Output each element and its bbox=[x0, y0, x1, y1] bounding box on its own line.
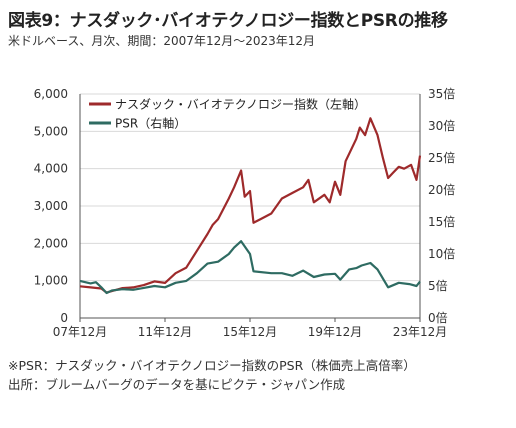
series-line-index bbox=[79, 117, 422, 294]
y-left-tick-label: 1,000 bbox=[34, 274, 68, 288]
y-left-tick-label: 2,000 bbox=[34, 236, 68, 250]
chart-svg: 0 1,000 2,000 3,000 4,000 5,000 6,000 0倍 5倍 10倍 15… bbox=[34, 86, 456, 339]
y-right-tick-label: 30倍 bbox=[428, 118, 455, 133]
y-right-tick-label: 10倍 bbox=[428, 246, 455, 261]
notes: ※PSR：ナスダック・バイオテクノロジー指数のPSR（株価売上高倍率） 出所：ブ… bbox=[8, 356, 416, 394]
legend-label-psr: PSR（右軸） bbox=[115, 116, 186, 131]
y-left-tick-label: 4,000 bbox=[34, 162, 68, 176]
y-left-tick-label: 3,000 bbox=[34, 199, 68, 213]
x-tick-label: 11年12月 bbox=[138, 325, 193, 339]
note-source: 出所：ブルームバーグのデータを基にピクテ・ジャパン作成 bbox=[8, 377, 346, 392]
chart-title: 図表9：ナスダック･バイオテクノロジー指数とPSRの推移 bbox=[8, 11, 448, 31]
y-right-tick-label: 35倍 bbox=[428, 86, 455, 101]
legend-label-index: ナスダック・バイオテクノロジー指数（左軸） bbox=[115, 97, 366, 112]
x-tick-label: 15年12月 bbox=[223, 325, 278, 339]
y-right-tick-label: 15倍 bbox=[428, 214, 455, 229]
note-psr-definition: ※PSR：ナスダック・バイオテクノロジー指数のPSR（株価売上高倍率） bbox=[8, 358, 416, 373]
y-left-tick-label: 6,000 bbox=[34, 87, 68, 101]
x-tick-label: 23年12月 bbox=[393, 325, 448, 339]
y-right-tick-label: 25倍 bbox=[428, 150, 455, 165]
y-right-tick-label: 20倍 bbox=[428, 182, 455, 197]
y-right-tick-label: 0倍 bbox=[428, 310, 448, 325]
y-right-tick-label: 5倍 bbox=[428, 278, 448, 293]
y-left-tick-label: 0 bbox=[60, 311, 68, 325]
x-tick-label: 19年12月 bbox=[308, 325, 363, 339]
x-tick-label: 07年12月 bbox=[53, 325, 108, 339]
chart-subtitle: 米ドルベース、月次、期間：2007年12月～2023年12月 bbox=[8, 34, 316, 48]
y-left-tick-label: 5,000 bbox=[34, 124, 68, 138]
series-line-psr bbox=[79, 240, 421, 295]
